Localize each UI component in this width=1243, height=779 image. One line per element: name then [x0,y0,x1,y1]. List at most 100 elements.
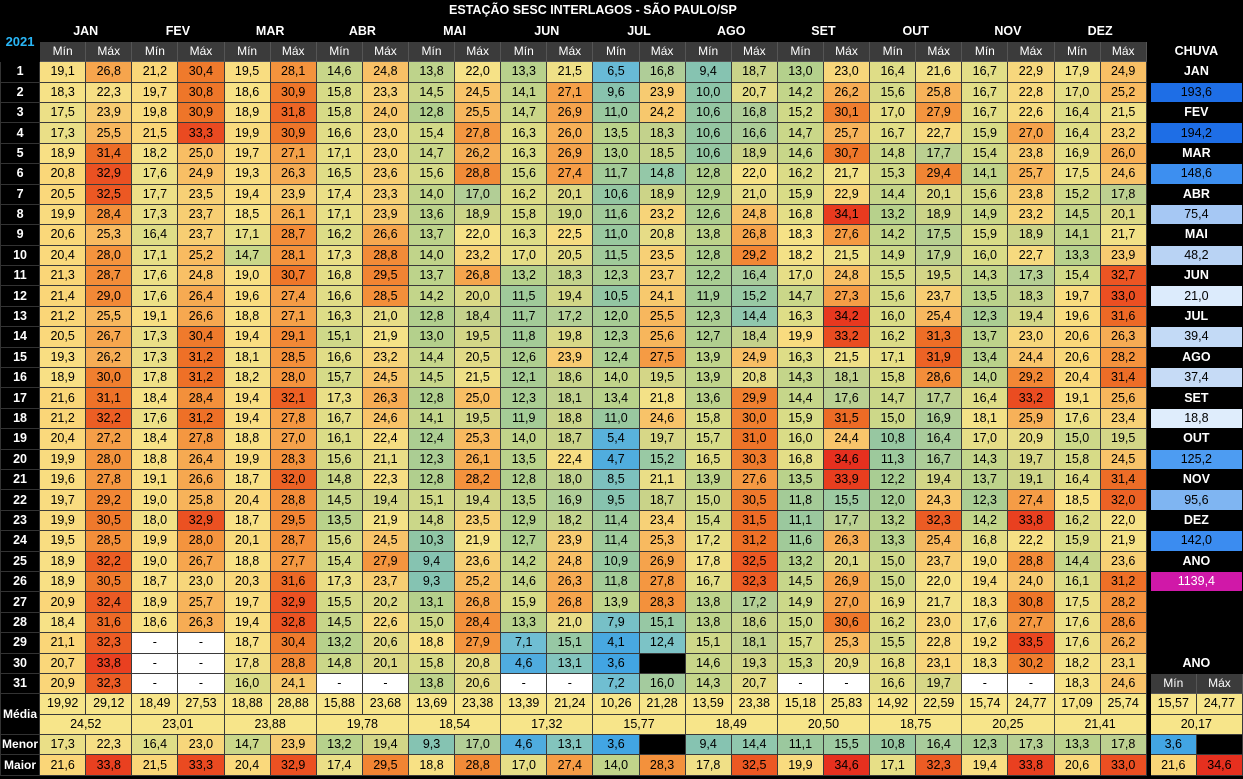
max-temp-cell: 27,2 [85,428,133,450]
min-temp-cell: - [315,672,363,695]
min-temp-cell: 13,8 [407,672,456,695]
max-temp-cell: 26,3 [546,570,594,593]
min-temp-cell: 17,1 [315,142,363,165]
maior-cell: 29,5 [361,754,409,776]
min-temp-cell: 18,8 [223,305,271,328]
min-temp-cell: 15,9 [961,122,1009,144]
max-temp-cell: 26,7 [177,550,225,572]
month-header-jun: JUN [500,20,594,42]
rain-year-label: ANO [1149,550,1243,572]
table-row: 24 19,5 28,5 19,9 28,0 20,1 28,7 15,6 24,5 10,3 21… [0,530,1243,552]
max-temp-cell: 28,8 [454,163,502,185]
min-temp-cell: 18,0 [131,509,179,532]
max-temp-cell: 19,4 [1007,305,1055,328]
min-temp-cell: 14,8 [315,652,363,674]
maior-cell: 32,3 [915,754,963,776]
max-temp-cell: 27,8 [85,468,133,491]
maior-cell: 17,1 [869,754,917,776]
min-temp-cell: 14,6 [684,652,732,674]
max-temp-cell: 23,6 [1099,550,1147,572]
maior-cell: 20,6 [1053,754,1101,776]
min-temp-cell: 19,0 [131,489,179,511]
max-temp-cell: 33,2 [1007,387,1055,409]
min-temp-cell: 13,3 [1053,244,1101,267]
day-label: 12 [0,285,41,307]
min-temp-cell: 19,7 [223,591,271,613]
table-row: 31 20,9 32,3- -16,0 24,1- -13,8 20,6- -7,2 16,0 1… [0,672,1243,695]
max-temp-cell: 23,5 [177,183,225,205]
max-temp-cell: 24,9 [1099,61,1147,83]
menor-cell: 16,4 [915,734,963,756]
min-header: Mín [592,40,640,63]
max-temp-cell: 27,4 [1007,489,1055,511]
min-temp-cell: 19,4 [223,611,271,634]
min-temp-cell: 12,3 [961,305,1009,328]
max-temp-cell: 27,5 [638,346,686,369]
min-temp-cell: 20,6 [39,224,87,246]
max-temp-cell: 28,2 [1099,346,1147,369]
min-temp-cell: 14,8 [869,142,917,165]
max-temp-cell: 34,1 [822,203,871,226]
min-temp-cell: 19,4 [223,387,271,409]
min-temp-cell: 13,0 [776,61,824,83]
max-temp-cell: 34,2 [822,305,871,328]
min-temp-cell: 7,1 [500,632,548,654]
max-temp-cell: 24,5 [361,530,409,552]
max-temp-cell: 23,9 [361,203,409,226]
max-header: Máx [85,40,133,63]
min-temp-cell: 19,9 [776,326,824,348]
min-temp-cell: 12,4 [592,346,640,369]
media-cell: 13,39 [500,693,548,715]
min-temp-cell: 15,9 [500,591,548,613]
max-temp-cell: 25,2 [454,570,502,593]
max-temp-cell: 17,7 [915,142,963,165]
max-temp-cell: 28,1 [269,244,317,267]
min-temp-cell: 15,7 [684,428,732,450]
maior-cell: 32,9 [269,754,317,776]
min-temp-cell: 15,9 [776,183,824,205]
max-temp-cell: 18,4 [730,326,778,348]
max-temp-cell: 32,2 [85,407,133,430]
max-temp-cell: 23,4 [638,509,686,532]
min-temp-cell: 12,4 [407,428,456,450]
max-temp-cell: 25,5 [85,305,133,328]
min-temp-cell: 18,2 [1053,652,1101,674]
min-temp-cell: 16,4 [1053,468,1101,491]
max-temp-cell: 19,5 [1099,428,1147,450]
max-temp-cell: 27,8 [269,407,317,430]
max-temp-cell: 28,3 [269,448,317,470]
max-temp-cell: 31,6 [1099,305,1147,328]
min-temp-cell: 19,7 [223,142,271,165]
max-temp-cell: 24,8 [822,265,871,287]
min-temp-cell: 21,1 [39,632,87,654]
min-temp-cell: 17,0 [1053,81,1101,103]
max-temp-cell: 21,5 [546,61,594,83]
max-temp-cell: 26,2 [85,346,133,369]
maior-cell: 17,0 [500,754,548,776]
max-temp-cell: 30,8 [177,81,225,103]
media-combined-cell: 18,75 [869,713,963,736]
min-temp-cell: 16,6 [315,285,363,307]
day-label: 30 [0,652,41,674]
year-label: 2021 [0,20,41,63]
max-temp-cell: 19,1 [1007,468,1055,491]
max-temp-cell: 20,1 [546,183,594,205]
max-temp-cell: 24,9 [177,163,225,185]
min-temp-cell: 12,8 [407,387,456,409]
max-temp-cell: 11,0 [638,652,686,674]
max-temp-cell: 22,0 [454,224,502,246]
min-temp-cell: 19,9 [131,530,179,552]
min-temp-cell: 16,3 [315,305,363,328]
max-temp-cell: 30,4 [269,632,317,654]
min-temp-cell: 15,7 [776,632,824,654]
max-temp-cell: 28,7 [85,265,133,287]
rain-month-ago: AGO [1149,346,1243,369]
min-header: Mín [684,40,732,63]
max-temp-cell: 28,5 [361,285,409,307]
rain-month-jan: JAN [1149,61,1243,83]
max-temp-cell: 31,9 [915,346,963,369]
min-temp-cell: - [500,672,548,695]
max-temp-cell: 30,4 [177,61,225,83]
min-temp-cell: 15,9 [961,224,1009,246]
min-temp-cell: 21,4 [39,285,87,307]
